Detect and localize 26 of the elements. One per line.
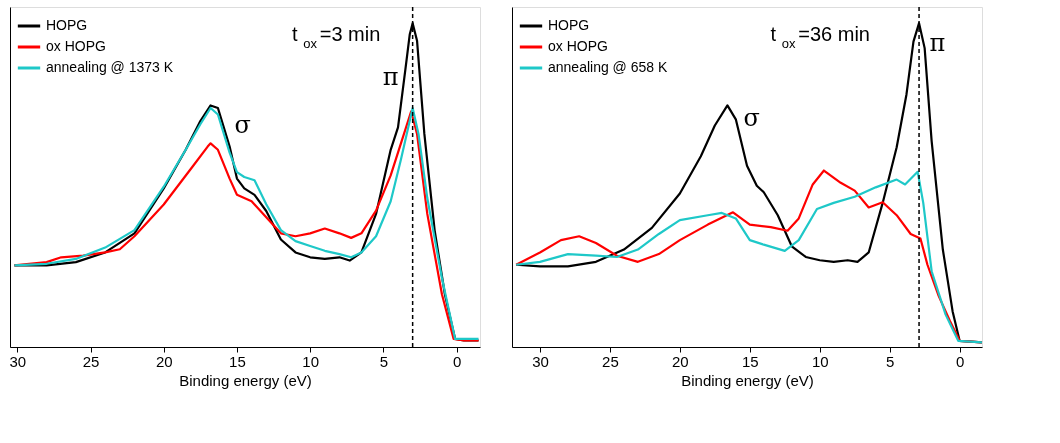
x-tick-label: 0: [955, 352, 965, 370]
legend-label: annealing @ 658 K: [548, 59, 668, 75]
legend-label: annealing @ 1373 K: [46, 59, 174, 75]
x-axis-title: Binding energy (eV): [681, 371, 814, 389]
annotation: σ: [743, 104, 760, 133]
x-tick-label: 5: [379, 352, 389, 370]
legend-label: HOPG: [548, 17, 590, 33]
annotation: π: [382, 63, 399, 92]
x-tick-label: 5: [886, 352, 895, 370]
x-axis-title: Binding energy (eV): [179, 371, 312, 389]
annotation: π: [929, 29, 946, 58]
legend-label: ox HOPG: [548, 38, 608, 54]
x-tick-label: 10: [302, 352, 319, 370]
x-tick-label: 15: [741, 352, 759, 370]
annotation: σ: [234, 111, 251, 139]
x-tick-label: 0: [452, 352, 462, 370]
x-tick-label: 20: [672, 352, 689, 370]
x-tick-label: 10: [811, 352, 829, 370]
x-tick-label: 20: [155, 352, 173, 370]
x-tick-label: 25: [82, 352, 100, 370]
legend-label: HOPG: [46, 17, 88, 33]
x-tick-label: 25: [602, 352, 619, 370]
legend-label: ox HOPG: [46, 38, 106, 54]
x-tick-label: 15: [229, 352, 246, 370]
x-tick-label: 30: [9, 352, 27, 370]
x-tick-label: 30: [532, 352, 549, 370]
